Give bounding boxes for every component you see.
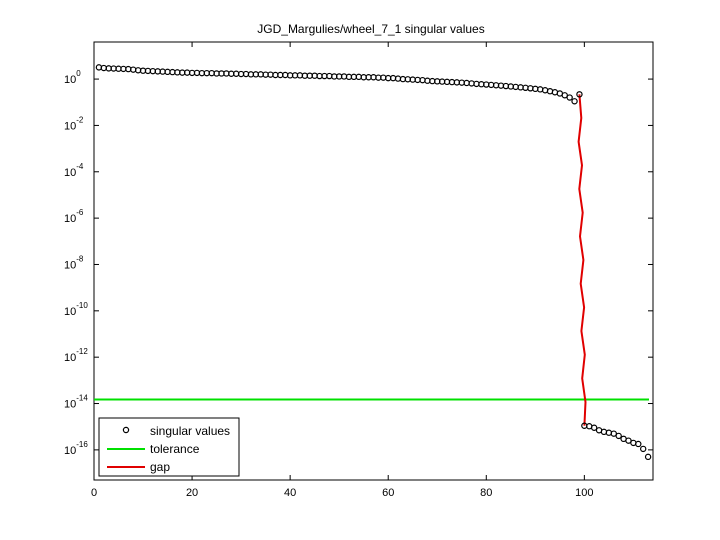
axes-frame	[93, 41, 654, 481]
y-tick-label: 10-10	[64, 301, 88, 318]
y-tick-label: 10-2	[64, 115, 84, 132]
data-point	[590, 424, 598, 431]
legend-marker	[122, 426, 130, 434]
data-point	[571, 98, 578, 105]
y-tick-label: 10-12	[64, 347, 88, 364]
y-tick-label: 100	[64, 69, 81, 86]
data-point	[566, 94, 573, 101]
data-point	[625, 437, 632, 444]
legend: singular values tolerance gap	[98, 417, 240, 477]
y-axis-ticks: 100 10-2 10-4 10-6 10-8 10-10 10-12 10-14 10-16	[64, 69, 653, 457]
data-point	[639, 445, 647, 453]
chart-title: JGD_Margulies/wheel_7_1 singular values	[257, 22, 484, 36]
x-tick-label: 40	[284, 487, 296, 499]
x-tick-label: 100	[575, 487, 593, 499]
y-tick-label: 10-16	[64, 440, 88, 457]
x-tick-label: 0	[91, 487, 97, 499]
legend-label: tolerance	[150, 442, 200, 456]
x-axis-ticks: 0 20 40 60 80 100	[91, 42, 594, 499]
data-point	[610, 430, 617, 437]
axes-box	[93, 41, 654, 481]
gap-line	[577, 94, 587, 426]
singular-values-series	[95, 64, 652, 461]
y-tick-label: 10-14	[64, 394, 88, 411]
data-point	[576, 91, 583, 98]
data-point	[615, 432, 622, 440]
y-tick-label: 10-6	[64, 208, 84, 225]
data-point	[561, 92, 568, 99]
y-tick-label: 10-4	[64, 162, 84, 179]
legend-label: singular values	[150, 424, 230, 438]
gap-series	[577, 94, 587, 426]
legend-label: gap	[150, 460, 170, 474]
x-tick-label: 60	[382, 487, 394, 499]
data-point	[635, 440, 642, 448]
data-point	[644, 453, 652, 461]
y-tick-label: 10-8	[64, 254, 84, 271]
x-tick-label: 80	[480, 487, 492, 499]
x-tick-label: 20	[186, 487, 198, 499]
